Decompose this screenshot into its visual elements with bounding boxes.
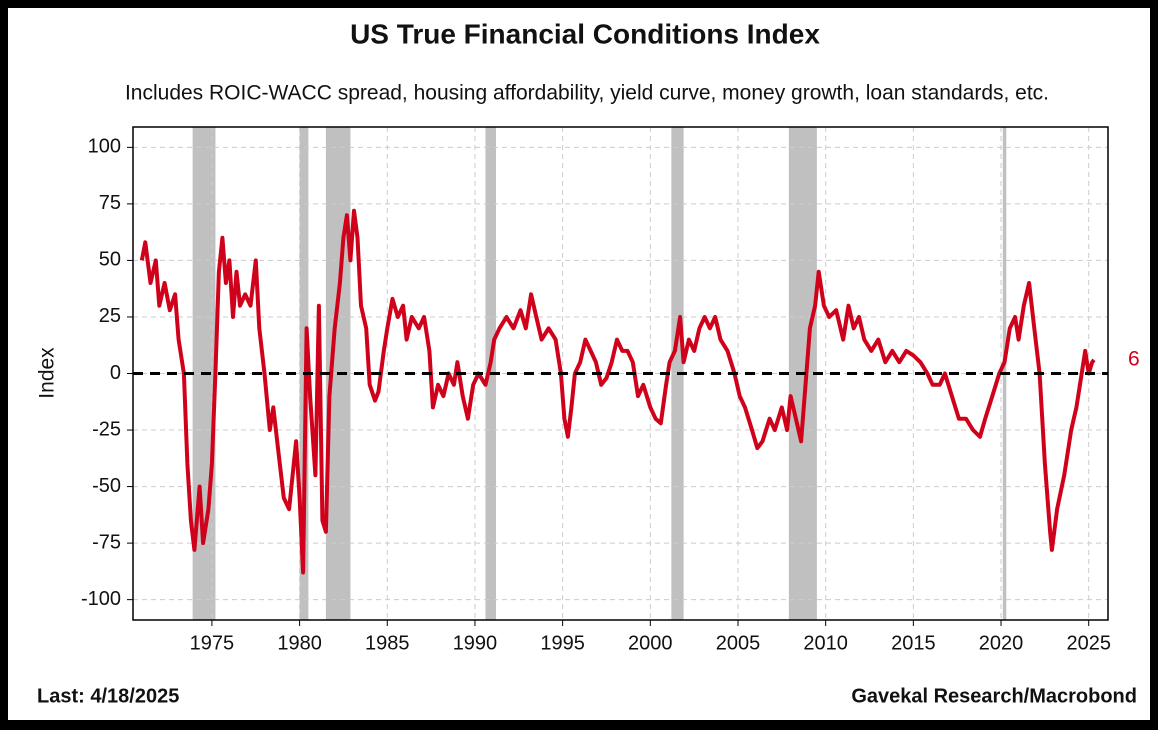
y-tick-label: 100 [88, 136, 121, 158]
footer-right: Gavekal Research/Macrobond [851, 685, 1137, 707]
y-tick-label: 0 [110, 362, 121, 384]
y-tick-label: 75 [99, 192, 121, 214]
y-tick-label: 25 [99, 305, 121, 327]
x-tick-label: 1995 [540, 632, 585, 654]
y-tick-label: -100 [81, 588, 121, 610]
x-tick-label: 1980 [277, 632, 322, 654]
y-tick-label: -50 [92, 475, 121, 497]
plot-frame [132, 126, 1109, 621]
y-tick-label: -75 [92, 531, 121, 553]
x-tick-label: 2015 [891, 632, 936, 654]
last-value-label: 6 [1128, 347, 1140, 370]
chart-subtitle: Includes ROIC-WACC spread, housing affor… [125, 82, 1049, 105]
y-tick-label: 50 [99, 249, 121, 271]
x-tick-label: 1975 [190, 632, 235, 654]
x-tick-label: 2005 [716, 632, 761, 654]
x-tick-label: 2000 [628, 632, 673, 654]
series-line [139, 208, 1096, 575]
footer-left: Last: 4/18/2025 [37, 685, 179, 707]
x-tick-label: 2020 [979, 632, 1024, 654]
x-tick-label: 2010 [803, 632, 848, 654]
x-tick-label: 2025 [1066, 632, 1111, 654]
x-tick-label: 1985 [365, 632, 410, 654]
x-tick-label: 1990 [453, 632, 498, 654]
chart-title: US True Financial Conditions Index [350, 18, 820, 49]
y-axis-label: Index [36, 347, 59, 399]
y-tick-label: -25 [92, 418, 121, 440]
